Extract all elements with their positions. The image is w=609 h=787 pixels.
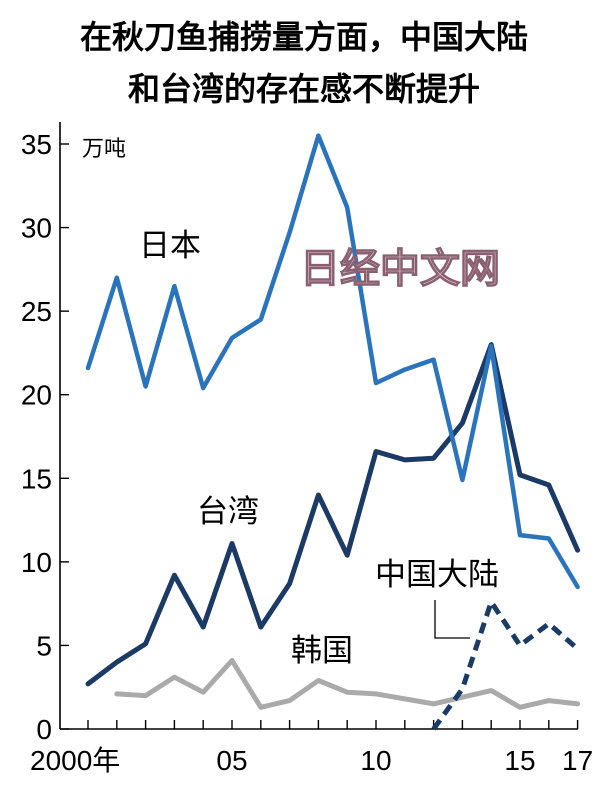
x-tick-label: 17 [562,745,593,776]
chart-title-line-1: 在秋刀鱼捕捞量方面，中国大陆 [80,18,528,56]
series-label-台湾: 台湾 [197,494,259,530]
chart-title-line-2: 和台湾的存在感不断提升 [128,70,480,108]
series-line-中国大陆 [431,599,580,731]
series-label-中国大陆: 中国大陆 [375,557,499,593]
series-label-日本: 日本 [139,228,201,264]
series-line-韩国 [114,658,581,710]
china-label-leader [434,600,470,639]
x-tick-label: 05 [216,745,247,776]
y-tick-label: 15 [21,463,52,494]
x-tick-label: 15 [504,745,535,776]
y-tick-label: 10 [21,547,52,578]
x-tick-label: 10 [360,745,391,776]
series-line-日本 [85,133,580,590]
y-tick-label: 30 [21,213,52,244]
series-lines [85,133,581,731]
series-label-韩国: 韩国 [291,633,353,669]
watermark: 日经中文网 [300,246,500,292]
y-axis-unit-label: 万吨 [82,137,126,162]
y-tick-label: 20 [21,380,52,411]
y-tick-label: 5 [36,630,52,661]
y-tick-label: 35 [21,129,52,160]
y-tick-label: 25 [21,296,52,327]
x-tick-label: 2000年 [30,745,120,776]
y-tick-label: 0 [36,714,52,745]
